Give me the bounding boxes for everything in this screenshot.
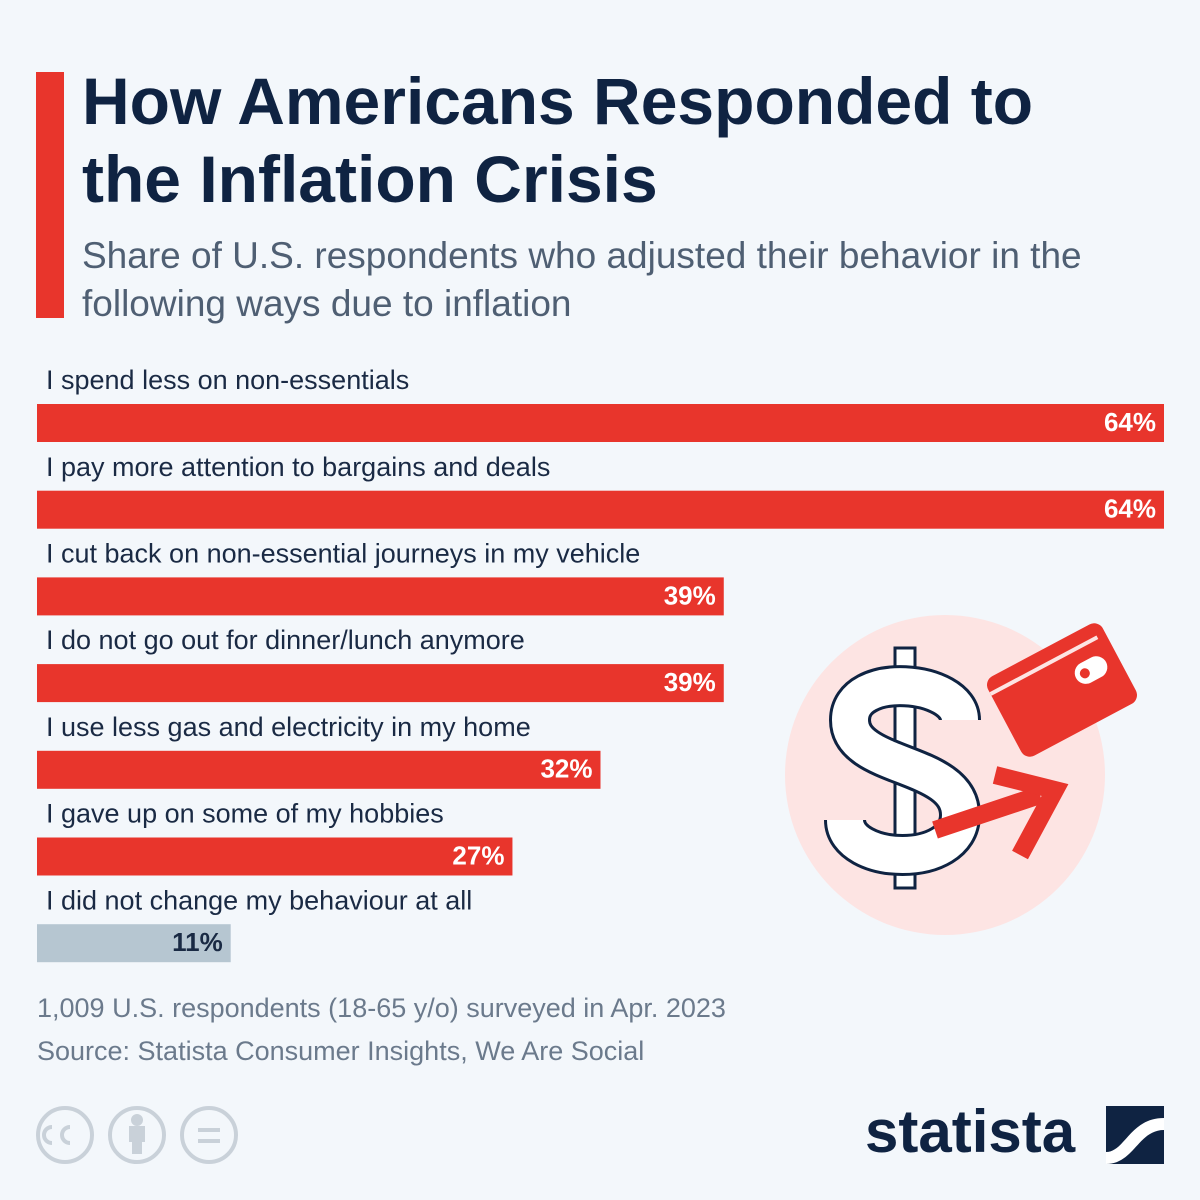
brand-icon (1106, 1106, 1164, 1164)
note: 1,009 U.S. respondents (18-65 y/o) surve… (37, 993, 726, 1023)
value-label: 64% (1104, 407, 1156, 437)
bar (37, 664, 724, 703)
bar (37, 490, 1164, 529)
category-label: I spend less on non-essentials (46, 365, 409, 395)
chart-title: How Americans Responded to the Inflation… (82, 64, 1034, 216)
value-label: 39% (664, 580, 716, 610)
category-label: I did not change my behaviour at all (46, 885, 472, 915)
header: How Americans Responded to the Inflation… (82, 62, 1142, 328)
category-label: I pay more attention to bargains and dea… (46, 452, 550, 482)
bar (37, 924, 231, 963)
value-label: 27% (452, 840, 504, 870)
category-label: I do not go out for dinner/lunch anymore (46, 625, 525, 655)
bar (37, 404, 1164, 442)
bar (37, 577, 724, 616)
category-label: I gave up on some of my hobbies (46, 799, 444, 829)
category-label: I cut back on non-essential journeys in … (46, 539, 640, 569)
value-label: 64% (1104, 494, 1156, 524)
bar (37, 837, 513, 876)
value-label: 39% (664, 667, 716, 697)
license-icons (36, 1106, 238, 1164)
value-label: 32% (540, 754, 592, 784)
bar (37, 750, 601, 789)
value-label: 11% (172, 927, 223, 957)
category-label: I use less gas and electricity in my hom… (46, 712, 531, 742)
accent-bar (36, 72, 64, 318)
source: Source: Statista Consumer Insights, We A… (37, 1036, 644, 1066)
illustration (785, 615, 1137, 935)
brand-logo: statista (865, 1098, 1076, 1165)
chart-subtitle: Share of U.S. respondents who adjusted t… (82, 235, 1082, 324)
